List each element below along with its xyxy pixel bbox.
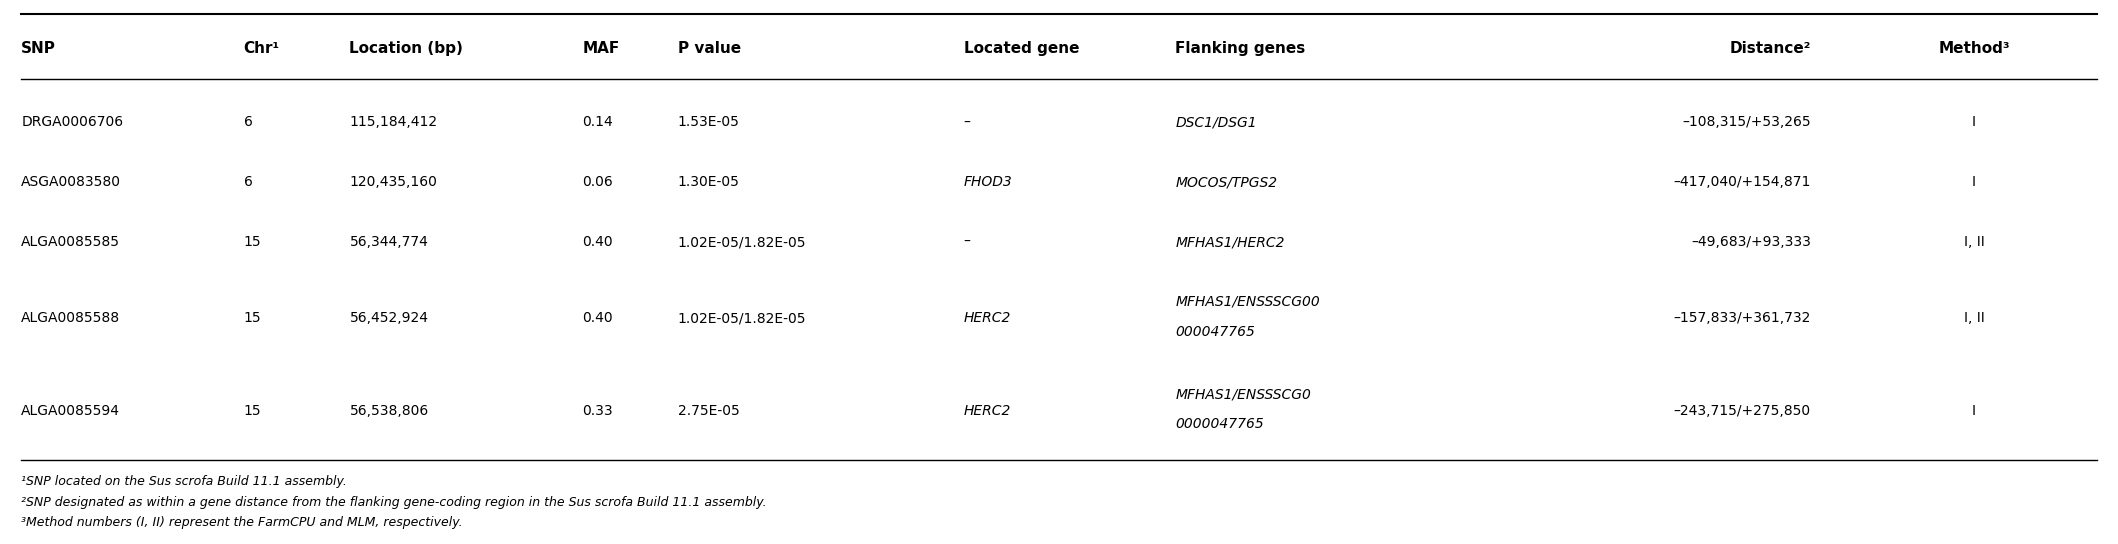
Text: MFHAS1/ENSSSCG0: MFHAS1/ENSSSCG0 — [1175, 387, 1311, 401]
Text: MFHAS1/ENSSSCG00: MFHAS1/ENSSSCG00 — [1175, 295, 1320, 309]
Text: ³Method numbers (I, II) represent the FarmCPU and MLM, respectively.: ³Method numbers (I, II) represent the Fa… — [21, 516, 464, 529]
Text: ALGA0085588: ALGA0085588 — [21, 311, 121, 325]
Text: 0.14: 0.14 — [582, 115, 614, 129]
Text: 0000047765: 0000047765 — [1175, 417, 1264, 431]
Text: 56,344,774: 56,344,774 — [349, 235, 428, 249]
Text: ALGA0085594: ALGA0085594 — [21, 404, 121, 418]
Text: SNP: SNP — [21, 41, 55, 57]
Text: 1.02E-05/1.82E-05: 1.02E-05/1.82E-05 — [678, 311, 807, 325]
Text: 56,452,924: 56,452,924 — [349, 311, 428, 325]
Text: –243,715/+275,850: –243,715/+275,850 — [1673, 404, 1811, 418]
Text: 1.02E-05/1.82E-05: 1.02E-05/1.82E-05 — [678, 235, 807, 249]
Text: HERC2: HERC2 — [964, 404, 1010, 418]
Text: 0.40: 0.40 — [582, 311, 612, 325]
Text: I: I — [1972, 404, 1976, 418]
Text: ²SNP designated as within a gene distance from the flanking gene-coding region i: ²SNP designated as within a gene distanc… — [21, 496, 767, 509]
Text: 115,184,412: 115,184,412 — [349, 115, 438, 129]
Text: P value: P value — [678, 41, 741, 57]
Text: –157,833/+361,732: –157,833/+361,732 — [1673, 311, 1811, 325]
Text: 0.33: 0.33 — [582, 404, 612, 418]
Text: –108,315/+53,265: –108,315/+53,265 — [1682, 115, 1811, 129]
Text: –49,683/+93,333: –49,683/+93,333 — [1690, 235, 1811, 249]
Text: –: – — [964, 115, 970, 129]
Text: I, II: I, II — [1963, 311, 1985, 325]
Text: I: I — [1972, 175, 1976, 189]
Text: 56,538,806: 56,538,806 — [349, 404, 428, 418]
Text: 6: 6 — [244, 175, 252, 189]
Text: Located gene: Located gene — [964, 41, 1080, 57]
Text: 000047765: 000047765 — [1175, 325, 1256, 339]
Text: MFHAS1/HERC2: MFHAS1/HERC2 — [1175, 235, 1286, 249]
Text: 0.06: 0.06 — [582, 175, 614, 189]
Text: I: I — [1972, 115, 1976, 129]
Text: Chr¹: Chr¹ — [244, 41, 280, 57]
Text: Location (bp): Location (bp) — [349, 41, 464, 57]
Text: –: – — [964, 235, 970, 249]
Text: 2.75E-05: 2.75E-05 — [678, 404, 739, 418]
Text: Method³: Method³ — [1938, 41, 2010, 57]
Text: Flanking genes: Flanking genes — [1175, 41, 1305, 57]
Text: HERC2: HERC2 — [964, 311, 1010, 325]
Text: MOCOS/TPGS2: MOCOS/TPGS2 — [1175, 175, 1277, 189]
Text: ASGA0083580: ASGA0083580 — [21, 175, 121, 189]
Text: ¹SNP located on the Sus scrofa Build 11.1 assembly.: ¹SNP located on the Sus scrofa Build 11.… — [21, 475, 347, 488]
Text: –417,040/+154,871: –417,040/+154,871 — [1673, 175, 1811, 189]
Text: 120,435,160: 120,435,160 — [349, 175, 436, 189]
Text: 0.40: 0.40 — [582, 235, 612, 249]
Text: DSC1/DSG1: DSC1/DSG1 — [1175, 115, 1258, 129]
Text: MAF: MAF — [582, 41, 621, 57]
Text: 6: 6 — [244, 115, 252, 129]
Text: 15: 15 — [244, 311, 261, 325]
Text: 15: 15 — [244, 404, 261, 418]
Text: 1.53E-05: 1.53E-05 — [678, 115, 739, 129]
Text: Distance²: Distance² — [1730, 41, 1811, 57]
Text: DRGA0006706: DRGA0006706 — [21, 115, 123, 129]
Text: I, II: I, II — [1963, 235, 1985, 249]
Text: 1.30E-05: 1.30E-05 — [678, 175, 739, 189]
Text: FHOD3: FHOD3 — [964, 175, 1012, 189]
Text: 15: 15 — [244, 235, 261, 249]
Text: ALGA0085585: ALGA0085585 — [21, 235, 121, 249]
